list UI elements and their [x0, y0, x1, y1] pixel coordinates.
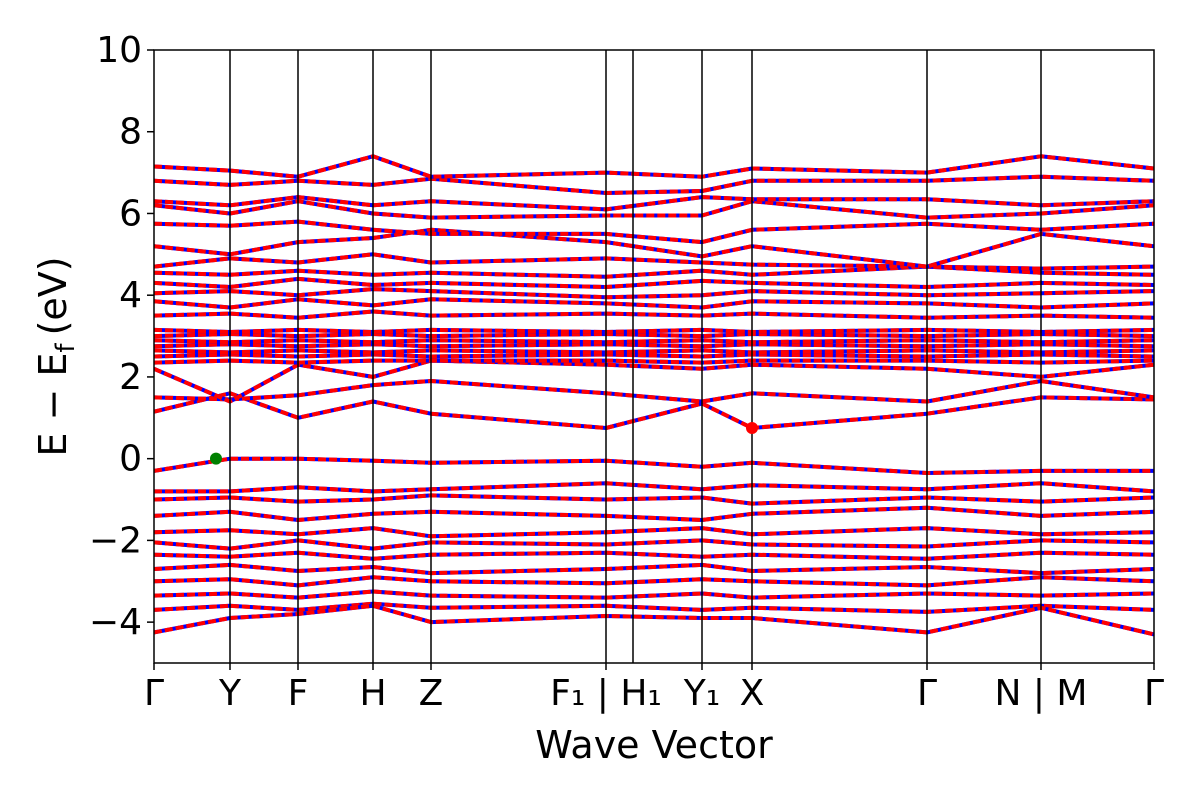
y-axis-label-main: E − E: [31, 353, 75, 457]
plot-frame: [153, 49, 1155, 664]
band-8-red: [154, 332, 1154, 339]
band-4-red: [154, 352, 1154, 359]
band-24-red: [154, 493, 1154, 506]
band-1-red: [154, 379, 1154, 404]
vbm-marker: [210, 452, 222, 465]
y-tick-label-1: −2: [89, 520, 142, 561]
band-27-red: [154, 538, 1154, 551]
band-9-red: [154, 327, 1154, 334]
x-tick-label-0: Γ: [144, 673, 164, 714]
y-axis-label-unit: (eV): [31, 256, 75, 335]
x-tick-label-5: F₁ | H₁: [550, 673, 662, 714]
x-tick-label-2: F: [288, 673, 309, 714]
x-tick-label-7: X: [740, 673, 765, 714]
x-tick-label-3: H: [359, 673, 386, 714]
band-12-red: [154, 287, 1154, 300]
band-17-red: [154, 219, 1154, 245]
band-25-red: [154, 505, 1154, 522]
band-29-red: [154, 562, 1154, 576]
band-11-red: [154, 297, 1154, 310]
x-tick-label-6: Y₁: [683, 673, 720, 714]
band-6-red: [154, 342, 1154, 349]
band-32-red: [154, 601, 1154, 614]
x-tick-label-1: Y: [218, 673, 242, 714]
y-tick-label-5: 6: [119, 193, 142, 234]
band-5-red: [154, 348, 1154, 355]
x-tick-label-8: Γ: [917, 673, 937, 714]
y-tick-label-3: 2: [119, 357, 142, 398]
band-7-red: [154, 338, 1154, 345]
x-tick-label-4: Z: [419, 673, 444, 714]
y-axis-ticks: −4 −2 0 2 4 6 8 10: [89, 30, 154, 643]
band-3-red: [154, 358, 1154, 365]
band-28-red: [154, 550, 1154, 561]
band-26-red: [154, 526, 1154, 539]
plot-area: [154, 154, 1154, 637]
band-20-red: [154, 174, 1154, 195]
band-30-red: [154, 575, 1154, 588]
band-31-red: [154, 589, 1154, 600]
y-tick-label-2: 0: [119, 439, 142, 480]
x-axis-ticks: Γ Y F H Z F₁ | H₁ Y₁ X Γ N | M Γ: [144, 663, 1164, 714]
band-2-red: [154, 358, 1154, 404]
y-tick-label-6: 8: [119, 112, 142, 153]
y-tick-label-0: −4: [89, 602, 142, 643]
x-tick-label-9: N | M: [994, 673, 1087, 714]
kpoint-lines: [229, 50, 1042, 663]
band-21-red: [154, 154, 1154, 179]
band-23-red: [154, 481, 1154, 494]
y-axis-label-sub: f: [51, 343, 81, 353]
extrema-markers: [210, 422, 758, 465]
band-13-red: [154, 276, 1154, 289]
band-15-red: [154, 252, 1154, 271]
x-tick-label-10: Γ: [1144, 673, 1164, 714]
y-axis-label: E − Ef (eV): [31, 256, 81, 456]
band-10-red: [154, 309, 1154, 320]
x-axis-label: Wave Vector: [535, 723, 773, 767]
y-tick-label-7: 10: [96, 30, 142, 71]
y-tick-label-4: 4: [119, 275, 142, 316]
cbm-marker: [746, 422, 758, 435]
